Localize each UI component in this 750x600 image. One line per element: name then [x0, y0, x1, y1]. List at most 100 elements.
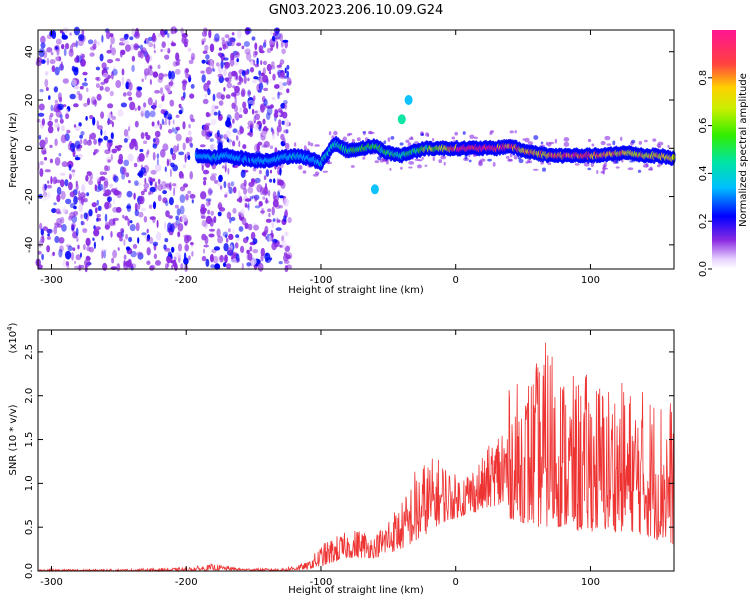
heatmap-noise-speck	[263, 39, 267, 45]
heatmap-noise-speck	[64, 179, 69, 187]
heatmap-noise-speck	[656, 143, 661, 148]
heatmap-noise-speck	[152, 71, 159, 78]
heatmap-noise-speck	[225, 238, 229, 243]
heatmap-noise-speck	[221, 40, 226, 48]
heatmap-noise-speck	[149, 181, 153, 186]
heatmap-noise-speck	[266, 106, 273, 116]
heatmap-noise-speck	[100, 128, 103, 136]
heatmap-noise-speck	[236, 198, 240, 202]
heatmap-noise-speck	[405, 139, 410, 143]
heatmap-noise-speck	[164, 238, 169, 243]
heatmap-noise-speck	[513, 155, 518, 160]
heatmap-noise-speck	[160, 48, 163, 53]
heatmap-noise-speck	[81, 227, 88, 232]
heatmap-noise-speck	[161, 95, 164, 102]
heatmap-noise-speck	[54, 179, 62, 184]
heatmap-noise-speck	[227, 182, 231, 189]
heatmap-noise-speck	[80, 213, 83, 220]
heatmap-noise-speck	[230, 52, 234, 61]
heatmap-noise-speck	[190, 84, 195, 89]
heatmap-noise-speck	[199, 144, 206, 148]
heatmap-noise-speck	[234, 75, 240, 81]
heatmap-noise-speck	[68, 49, 74, 57]
heatmap-noise-speck	[55, 46, 58, 50]
heatmap-noise-speck	[168, 70, 172, 80]
heatmap-noise-speck	[232, 257, 237, 264]
heatmap-noise-speck	[168, 129, 173, 134]
heatmap-noise-speck	[239, 107, 243, 113]
heatmap-noise-speck	[227, 41, 233, 47]
heatmap-noise-speck	[265, 169, 270, 177]
heatmap-noise-speck	[209, 110, 216, 116]
heatmap-noise-speck	[78, 122, 82, 127]
heatmap-noise-speck	[44, 136, 48, 145]
heatmap-noise-speck	[46, 57, 50, 66]
heatmap-noise-speck	[67, 245, 73, 252]
heatmap-noise-speck	[136, 86, 143, 91]
heatmap-noise-speck	[143, 140, 148, 144]
heatmap-noise-speck	[101, 62, 107, 70]
heatmap-noise-speck	[107, 113, 112, 119]
heatmap-noise-speck	[134, 107, 137, 112]
heatmap-noise-speck	[260, 254, 264, 262]
heatmap-noise-speck	[270, 29, 273, 36]
heatmap-noise-speck	[95, 83, 100, 88]
heatmap-noise-speck	[128, 123, 131, 131]
heatmap-noise-speck	[208, 29, 212, 39]
heatmap-noise-speck	[147, 97, 153, 106]
heatmap-noise-speck	[125, 233, 129, 240]
heatmap-noise-speck	[200, 215, 206, 219]
heatmap-noise-speck	[252, 238, 258, 245]
heatmap-noise-speck	[73, 85, 80, 90]
heatmap-noise-speck	[469, 134, 475, 139]
heatmap-noise-speck	[80, 252, 82, 258]
heatmap-noise-speck	[86, 171, 92, 176]
heatmap-noise-speck	[54, 118, 58, 123]
heatmap-noise-speck	[188, 124, 191, 129]
heatmap-noise-speck	[83, 138, 88, 146]
heatmap-noise-speck	[587, 138, 592, 143]
heatmap-noise-speck	[102, 72, 109, 79]
heatmap-noise-speck	[235, 51, 240, 58]
heatmap-noise-speck	[252, 249, 259, 254]
heatmap-noise-speck	[202, 40, 205, 45]
heatmap-noise-speck	[283, 99, 288, 105]
heatmap-noise-speck	[54, 99, 59, 104]
heatmap-noise-speck	[106, 119, 113, 125]
heatmap-noise-speck	[105, 30, 111, 40]
heatmap-noise-speck	[56, 194, 61, 203]
heatmap-noise-speck	[260, 210, 266, 214]
heatmap-noise-speck	[122, 167, 127, 175]
heatmap-noise-speck	[247, 99, 255, 105]
heatmap-noise-speck	[123, 33, 129, 40]
heatmap-noise-speck	[241, 263, 244, 271]
heatmap-noise-speck	[133, 43, 139, 51]
heatmap-noise-speck	[250, 60, 254, 66]
heatmap-noise-speck	[183, 41, 188, 48]
heatmap-noise-speck	[141, 232, 147, 236]
heatmap-noise-speck	[652, 138, 657, 142]
snr-y-multiplier: (x104)	[6, 322, 19, 353]
heatmap-noise-speck	[160, 109, 166, 115]
heatmap-noise-speck	[123, 254, 127, 260]
heatmap-noise-speck	[36, 118, 41, 123]
heatmap-noise-speck	[265, 112, 271, 120]
heatmap-noise-speck	[205, 54, 210, 60]
heatmap-y-tick-label: -40	[24, 237, 35, 253]
heatmap-noise-speck	[232, 228, 235, 235]
heatmap-noise-speck	[69, 32, 72, 36]
colorbar-tick-label: 0.4	[698, 165, 709, 181]
heatmap-noise-speck	[82, 228, 88, 234]
heatmap-noise-speck	[73, 195, 78, 205]
heatmap-noise-speck	[269, 145, 274, 149]
heatmap-noise-speck	[60, 125, 65, 132]
heatmap-noise-speck	[140, 190, 145, 196]
heatmap-noise-speck	[408, 166, 413, 169]
heatmap-noise-speck	[126, 190, 133, 198]
heatmap-noise-speck	[109, 90, 114, 97]
heatmap-noise-speck	[209, 175, 217, 181]
heatmap-noise-speck	[103, 171, 107, 175]
heatmap-noise-speck	[97, 205, 102, 211]
heatmap-noise-speck	[202, 98, 209, 105]
